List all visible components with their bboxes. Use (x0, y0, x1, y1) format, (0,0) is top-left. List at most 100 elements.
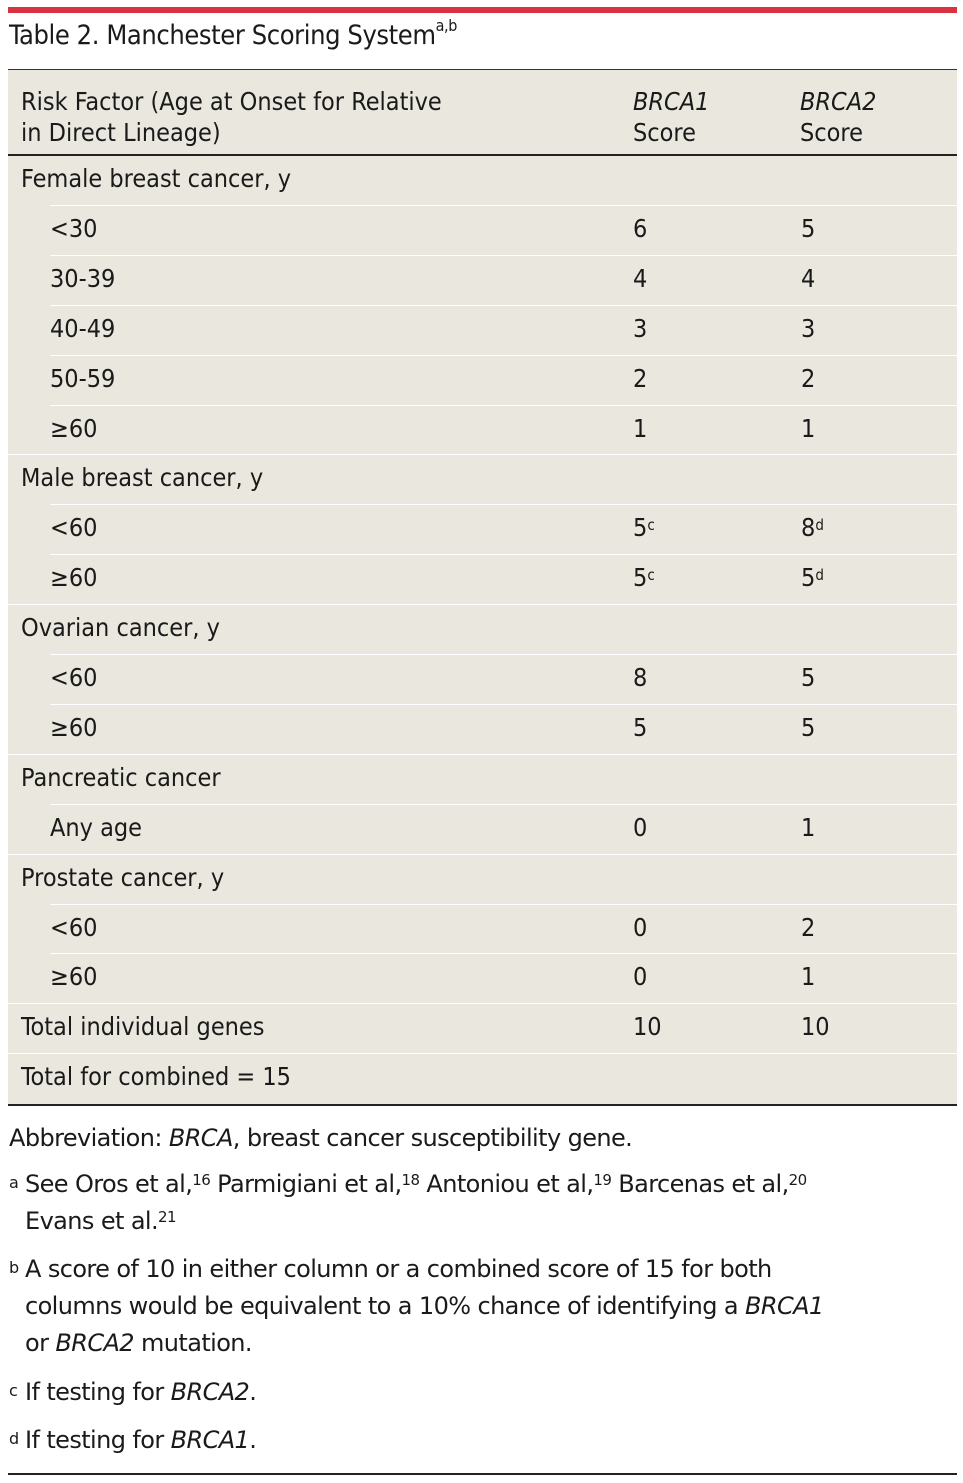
brca1-score-cell: 8 (633, 663, 647, 693)
score-value: 10 (633, 1012, 662, 1042)
table-row: 40-49 3 3 (8, 304, 957, 354)
abbreviation-note: Abbreviation: BRCA, breast cancer suscep… (9, 1120, 633, 1157)
table-row: <60 0 2 (8, 903, 957, 953)
brca1-score-cell: 6 (633, 214, 647, 244)
brca2-score-cell: 1 (801, 813, 815, 843)
table-row: ≥60 1 1 (8, 404, 957, 454)
score-value: 5 (801, 663, 816, 692)
footnote-a-text-2: Parmigiani et al, (210, 1170, 402, 1198)
footnote-a: a See Oros et al,16 Parmigiani et al,18 A… (9, 1166, 807, 1240)
brca1-score-cell: 4 (633, 264, 647, 294)
score-value: 5 (801, 213, 816, 243)
row-label: <60 (50, 912, 98, 942)
footnote-a-text-5: Evans et al. (25, 1207, 159, 1235)
row-label: <60 (50, 513, 98, 543)
row-label: ≥60 (50, 962, 98, 992)
brca1-score-cell: 5 (633, 713, 647, 743)
table-row: ≥60 5c 5d (8, 554, 957, 603)
row-label: 30-39 (50, 263, 116, 293)
row-label: Total individual genes (21, 1012, 265, 1042)
brca2-score-cell: 2 (801, 913, 815, 943)
table-row: <60 8 5 (8, 654, 957, 703)
brca1-score-cell: 0 (633, 913, 647, 943)
table-row: Total for combined = 15 (8, 1053, 957, 1102)
score-value: 5 (801, 712, 816, 742)
footnote-b-gene-brca2: BRCA2 (55, 1329, 134, 1357)
footnote-c-period: . (249, 1378, 257, 1406)
row-label: Prostate cancer, y (21, 862, 225, 892)
row-label: 40-49 (50, 313, 116, 343)
score-value: 10 (801, 1012, 830, 1042)
footnote-d: d If testing for BRCA1. (9, 1422, 257, 1459)
brca2-score-cell: 5 (801, 713, 815, 743)
brca2-score-cell: 5d (801, 563, 824, 593)
abbrev-prefix: Abbreviation: (9, 1124, 169, 1152)
score-value: 3 (801, 313, 816, 343)
row-label: ≥60 (50, 413, 98, 443)
header-brca1-word: Score (633, 118, 696, 147)
brca2-score-cell: 8d (801, 513, 824, 543)
footnote-a-text-3: Antoniou et al, (419, 1170, 594, 1198)
footnote-a-ref-5: 21 (158, 1208, 176, 1226)
table-row: 30-39 4 4 (8, 254, 957, 304)
footnote-b-line2: columns would be equivalent to a 10% cha… (25, 1292, 746, 1320)
brca2-score-cell: 1 (801, 962, 815, 992)
footnote-a-ref-3: 19 (593, 1171, 612, 1189)
score-value: 4 (633, 263, 648, 293)
table-row: 50-59 2 2 (8, 354, 957, 404)
footnote-b-line3-prefix: or (25, 1329, 56, 1357)
row-label: 50-59 (50, 363, 116, 393)
brca1-score-cell: 0 (633, 962, 647, 992)
row-label: ≥60 (50, 563, 98, 593)
header-brca1-score: BRCA1 Score (633, 86, 709, 148)
footnote-d-gene: BRCA1 (170, 1426, 250, 1454)
brca1-score-cell: 3 (633, 314, 647, 344)
brca2-score-cell: 4 (801, 264, 815, 294)
row-label: Pancreatic cancer (21, 762, 221, 792)
footnote-c-mark: c (9, 1381, 18, 1400)
footnote-d-period: . (249, 1426, 257, 1454)
brca1-score-cell: 0 (633, 813, 647, 843)
footnote-c-text: If testing for (25, 1378, 171, 1406)
brca2-score-cell: 1 (801, 414, 815, 444)
table-title: Table 2. Manchester Scoring Systema,b (9, 16, 457, 51)
score-value: 0 (633, 812, 648, 842)
score-value: 1 (801, 413, 816, 443)
score-value: 5 (801, 563, 816, 593)
table-row: ≥60 5 5 (8, 703, 957, 753)
brca2-score-cell: 2 (801, 364, 815, 394)
header-brca2-word: Score (800, 118, 863, 147)
header-brca1-gene: BRCA1 (633, 87, 710, 116)
footnote-b-line3-suffix: mutation. (133, 1329, 253, 1357)
row-label: Male breast cancer, y (21, 463, 264, 493)
footnote-a-text-4: Barcenas et al, (611, 1170, 789, 1198)
footnote-c-gene: BRCA2 (170, 1378, 250, 1406)
header-risk-factor-line2: in Direct Lineage) (21, 118, 221, 147)
score-footnote-ref: d (815, 566, 824, 585)
brca1-score-cell: 1 (633, 414, 647, 444)
table-row: <60 5c 8d (8, 504, 957, 553)
footnote-d-mark: d (9, 1429, 19, 1448)
row-label: <60 (50, 663, 98, 692)
brca2-score-cell: 3 (801, 314, 815, 344)
row-label: Female breast cancer, y (21, 164, 292, 193)
brca2-score-cell: 5 (801, 663, 815, 693)
table-row: Ovarian cancer, y (8, 604, 957, 653)
bottom-rule (8, 1473, 957, 1475)
accent-bar (8, 7, 957, 13)
footnote-a-ref-1: 16 (192, 1171, 211, 1189)
brca1-score-cell: 2 (633, 364, 647, 394)
row-label: Ovarian cancer, y (21, 613, 220, 643)
score-value: 0 (633, 962, 648, 992)
brca1-score-cell: 5c (633, 513, 655, 543)
abbrev-term: BRCA (168, 1124, 234, 1152)
score-footnote-ref: d (815, 516, 824, 535)
footnote-b-line1: A score of 10 in either column or a comb… (25, 1255, 772, 1283)
footnote-b-gene-brca1: BRCA1 (745, 1292, 824, 1320)
footnote-a-ref-4: 20 (788, 1171, 807, 1189)
score-value: 4 (801, 263, 816, 293)
table-row: Any age 0 1 (8, 803, 957, 853)
score-value: 1 (801, 812, 816, 842)
header-risk-factor-line1: Risk Factor (Age at Onset for Relative (21, 87, 442, 116)
table-row: Female breast cancer, y (8, 155, 957, 204)
